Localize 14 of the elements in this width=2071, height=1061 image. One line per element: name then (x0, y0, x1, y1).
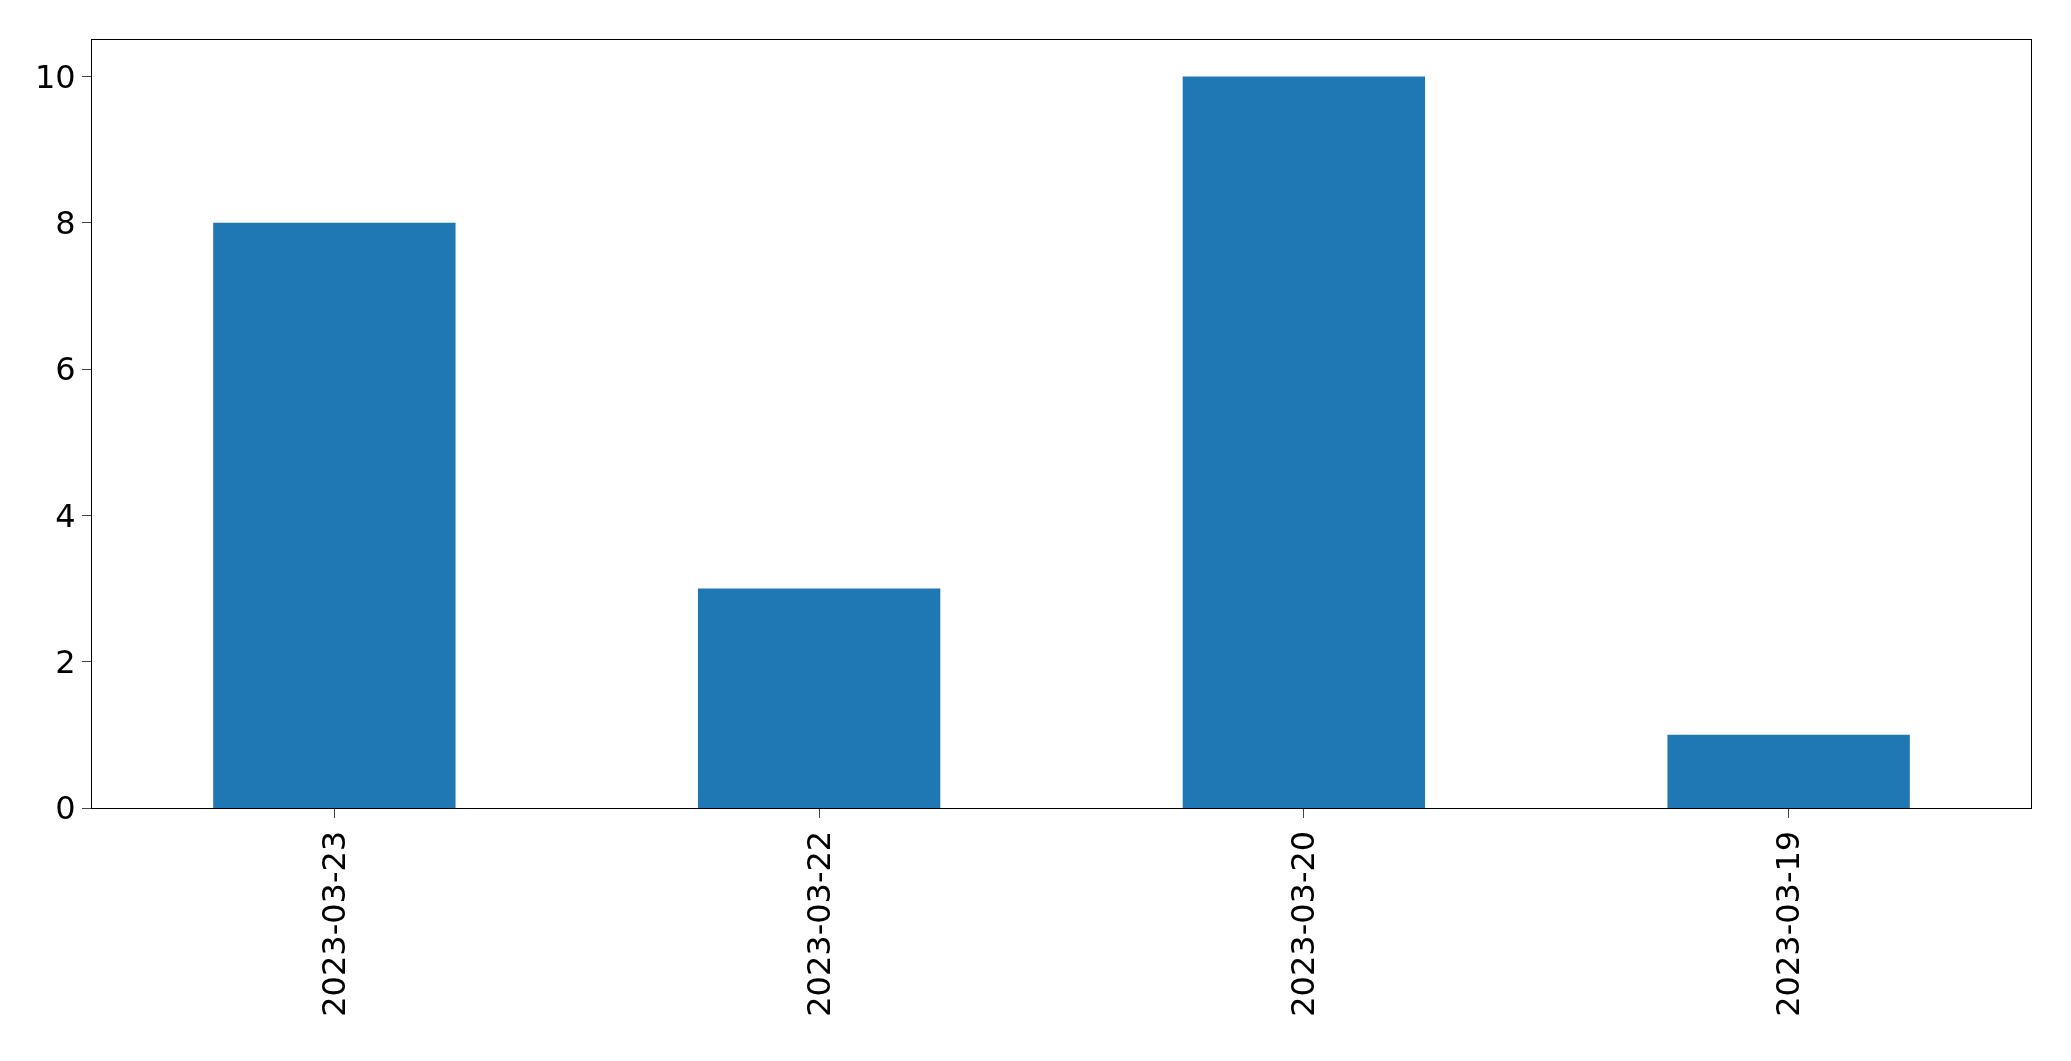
x-tick-label: 2023-03-22 (799, 830, 838, 1017)
x-tick-label: 2023-03-20 (1284, 830, 1323, 1017)
y-tick-label: 6 (55, 350, 76, 389)
y-tick-label: 8 (55, 204, 76, 243)
y-tick-label: 4 (55, 496, 76, 535)
x-tick-label: 2023-03-23 (314, 830, 353, 1017)
bar (697, 588, 941, 808)
bar (1182, 76, 1426, 808)
bar (1667, 734, 1910, 808)
y-tick-label: 10 (34, 57, 76, 96)
bar (213, 222, 456, 808)
y-tick-label: 2 (55, 642, 76, 681)
x-tick-label: 2023-03-19 (1769, 830, 1808, 1017)
y-tick-label: 0 (55, 789, 76, 828)
